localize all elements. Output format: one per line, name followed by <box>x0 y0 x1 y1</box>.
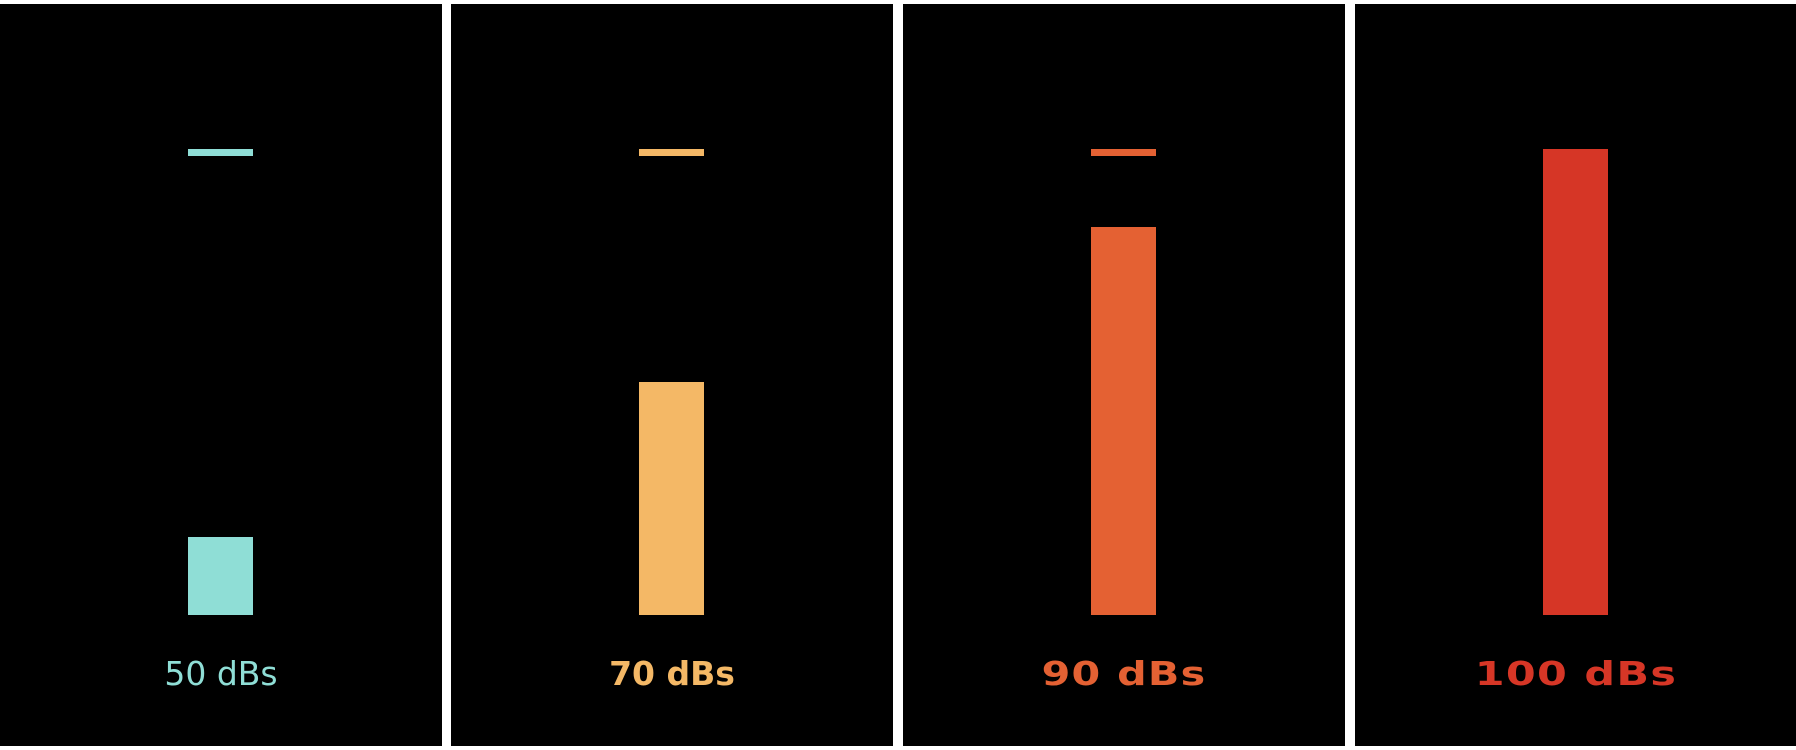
max-marker-50-dbs <box>188 149 253 156</box>
panel-50-dbs: 50 dBs <box>0 4 442 746</box>
bar-50-dbs <box>188 537 253 615</box>
label-70-dbs: 70 dBs <box>609 654 735 693</box>
bar-90-dbs <box>1091 226 1156 615</box>
bar-100-dbs <box>1543 149 1608 615</box>
label-100-dbs: 100 dBs <box>1474 654 1678 693</box>
bar-70-dbs <box>639 382 704 615</box>
label-90-dbs: 90 dBs <box>1041 654 1207 693</box>
label-50-dbs: 50 dBs <box>164 654 278 693</box>
max-marker-90-dbs <box>1091 149 1156 156</box>
panel-70-dbs: 70 dBs <box>451 4 893 746</box>
panel-90-dbs: 90 dBs <box>903 4 1345 746</box>
max-marker-70-dbs <box>639 149 704 156</box>
panel-100-dbs: 100 dBs <box>1355 4 1796 746</box>
